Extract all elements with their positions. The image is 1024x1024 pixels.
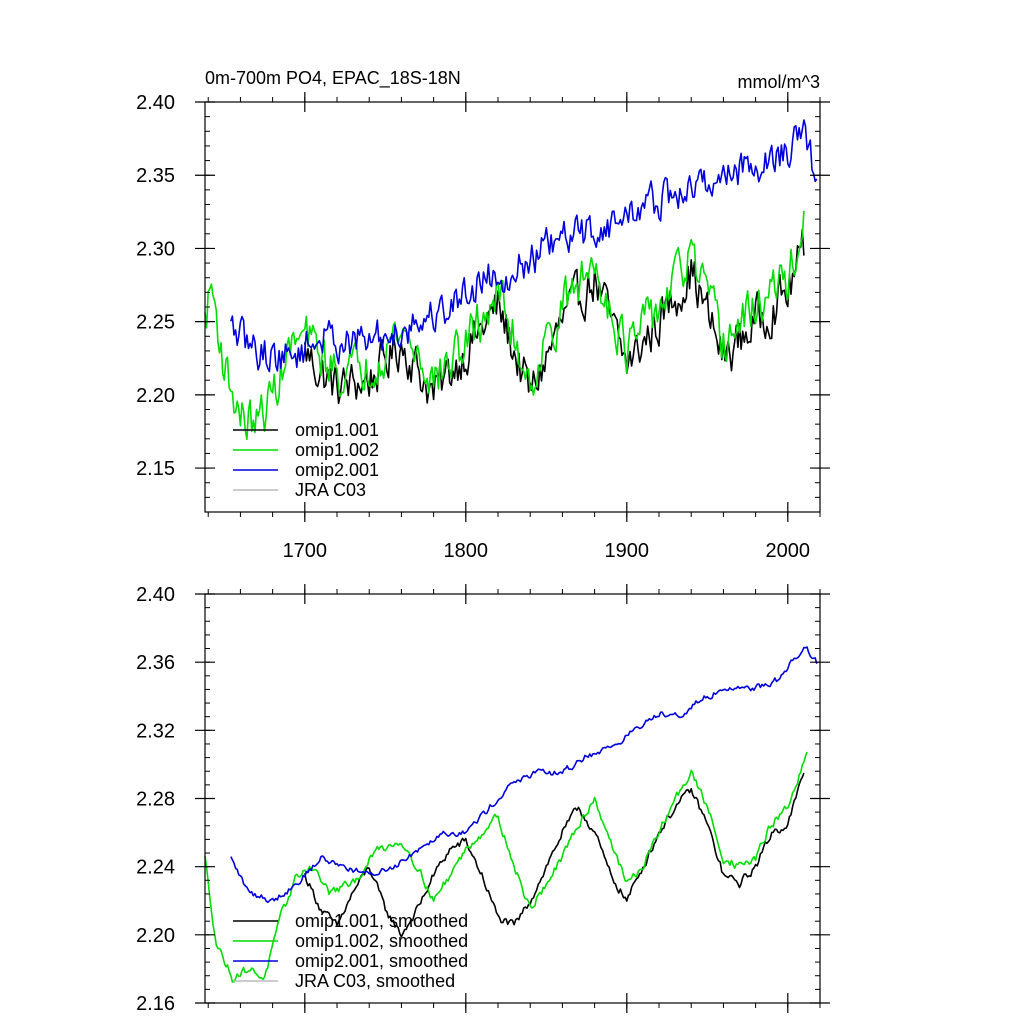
bottom-legend-label-1: omip1.001, smoothed	[295, 911, 468, 931]
top-legend-label-2: omip1.002	[295, 440, 379, 460]
bottom-legend-label-3: omip2.001, smoothed	[295, 951, 468, 971]
bottom-series-line-2	[204, 751, 808, 983]
top-series-line-3	[230, 119, 818, 373]
top-x-tick-label: 1700	[283, 540, 328, 562]
bottom-y-tick-label: 2.32	[136, 720, 175, 742]
bottom-chart-plot: 2.16 2.20 2.24 2.28 2.32 2.36 2.40 omip1.001, s…	[136, 584, 830, 1015]
bottom-y-tick-label: 2.28	[136, 789, 175, 811]
top-y-tick-label: 2.25	[136, 312, 175, 334]
top-chart-plot: 2.15 2.20 2.25 2.30 2.35 2.40 1700 1800 1900 2000…	[136, 92, 830, 562]
top-y-tick-label: 2.35	[136, 165, 175, 187]
top-y-tick-label: 2.15	[136, 458, 175, 480]
top-y-tick-label: 2.30	[136, 238, 175, 260]
top-x-tick-label: 1900	[605, 540, 650, 562]
top-legend-label-1: omip1.001	[295, 420, 379, 440]
top-legend-label-4: JRA C03	[295, 480, 366, 500]
top-y-tick-label: 2.20	[136, 385, 175, 407]
top-y-tick-label: 2.40	[136, 92, 175, 114]
top-legend-label-3: omip2.001	[295, 460, 379, 480]
bottom-y-tick-label: 2.20	[136, 925, 175, 947]
bottom-y-tick-label: 2.16	[136, 993, 175, 1015]
bottom-y-tick-label: 2.24	[136, 857, 175, 879]
top-series-line-1	[304, 228, 805, 405]
bottom-y-tick-label: 2.40	[136, 584, 175, 606]
top-x-tick-label: 1800	[444, 540, 489, 562]
bottom-series-line-3	[230, 646, 818, 904]
top-chart-units: mmol/m^3	[738, 72, 820, 92]
bottom-y-tick-label: 2.36	[136, 652, 175, 674]
top-x-tick-label: 2000	[766, 540, 811, 562]
top-chart-title: 0m-700m PO4, EPAC_18S-18N	[205, 68, 461, 89]
bottom-legend-label-2: omip1.002, smoothed	[295, 931, 468, 951]
bottom-series-line-1	[304, 772, 805, 938]
bottom-legend-label-4: JRA C03, smoothed	[295, 971, 455, 991]
top-series-line-2	[204, 210, 805, 441]
